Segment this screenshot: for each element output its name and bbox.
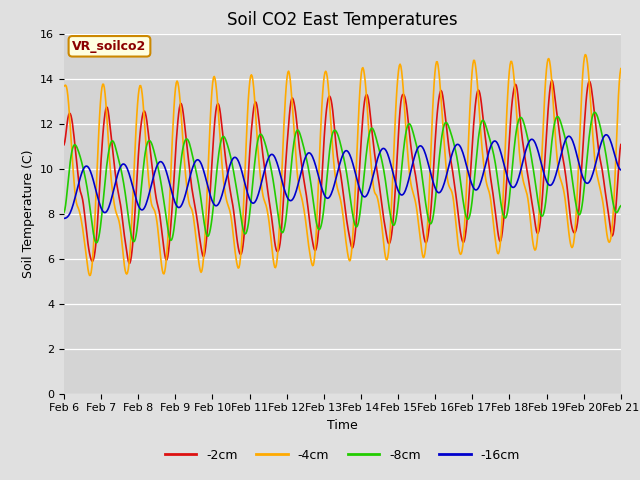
-2cm (60, 142, 68, 148)
-8cm (185, 139, 193, 144)
-16cm (60, 216, 68, 221)
-8cm (93, 240, 100, 246)
-4cm (86, 273, 93, 278)
-16cm (70, 198, 78, 204)
-16cm (617, 167, 625, 173)
-8cm (70, 142, 78, 148)
Line: -4cm: -4cm (64, 55, 621, 276)
-8cm (591, 109, 598, 115)
-4cm (214, 106, 222, 112)
-4cm (581, 52, 589, 58)
-2cm (428, 205, 435, 211)
Text: VR_soilco2: VR_soilco2 (72, 40, 147, 53)
-8cm (411, 136, 419, 142)
-2cm (128, 247, 136, 252)
-8cm (128, 236, 136, 242)
-2cm (411, 168, 419, 174)
Y-axis label: Soil Temperature (C): Soil Temperature (C) (22, 149, 35, 278)
-2cm (617, 142, 625, 147)
-16cm (410, 156, 418, 161)
-2cm (125, 260, 133, 266)
-8cm (214, 156, 222, 162)
Line: -16cm: -16cm (64, 135, 621, 218)
-16cm (127, 179, 135, 184)
-4cm (128, 211, 136, 216)
-2cm (548, 77, 556, 83)
-4cm (617, 66, 625, 72)
-8cm (60, 210, 68, 216)
-4cm (70, 180, 78, 185)
-4cm (428, 144, 435, 150)
-4cm (185, 198, 193, 204)
-2cm (70, 134, 78, 140)
-8cm (428, 221, 435, 227)
-4cm (60, 84, 68, 89)
-16cm (214, 203, 221, 208)
-2cm (185, 159, 193, 165)
X-axis label: Time: Time (327, 419, 358, 432)
Line: -8cm: -8cm (64, 112, 621, 243)
-16cm (602, 132, 610, 138)
-8cm (617, 203, 625, 209)
Legend: -2cm, -4cm, -8cm, -16cm: -2cm, -4cm, -8cm, -16cm (160, 444, 525, 467)
-4cm (411, 196, 419, 202)
-2cm (214, 101, 222, 107)
Title: Soil CO2 East Temperatures: Soil CO2 East Temperatures (227, 11, 458, 29)
-16cm (426, 169, 434, 175)
-16cm (184, 182, 192, 188)
Line: -2cm: -2cm (64, 80, 621, 263)
